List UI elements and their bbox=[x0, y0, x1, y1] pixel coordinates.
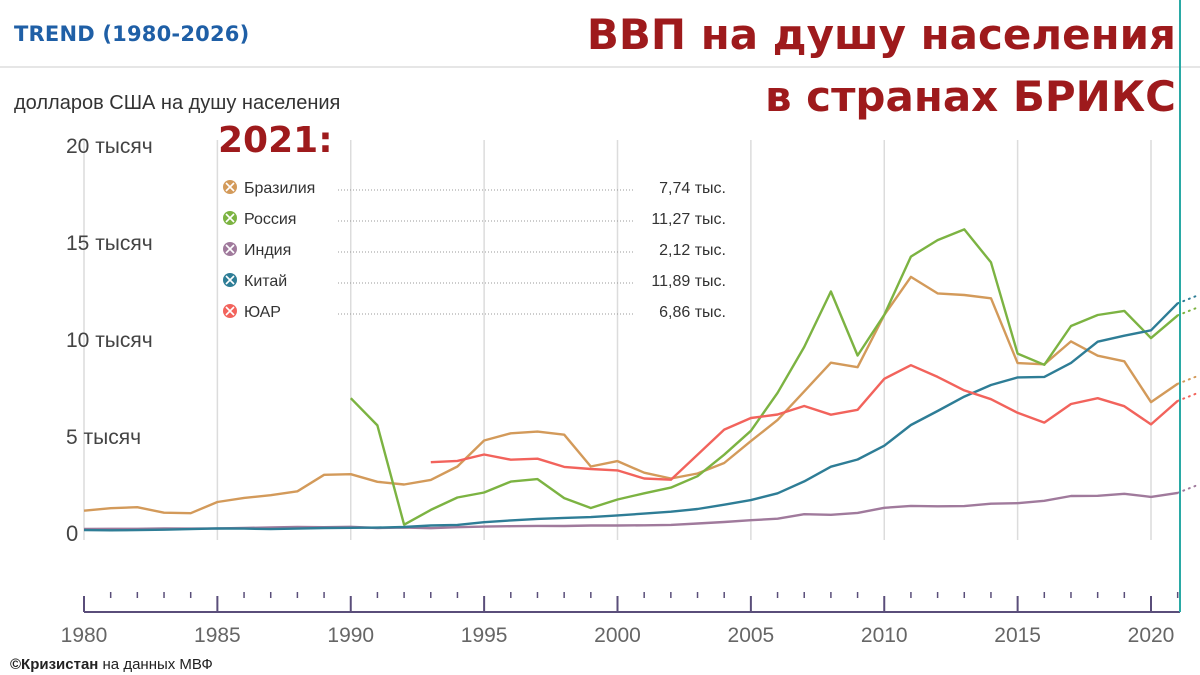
legend-series-name: Индия bbox=[244, 242, 291, 259]
legend-value: 7,74 тыс. bbox=[659, 180, 726, 197]
y-tick-label: 10 тысяч bbox=[66, 329, 153, 352]
legend-item: ЮАР 6,86 тыс. bbox=[223, 304, 726, 321]
legend-value: 11,27 тыс. bbox=[651, 211, 726, 228]
header-divider bbox=[0, 66, 1200, 68]
series-lines bbox=[83, 228, 1199, 532]
title-line-1: ВВП на душу населения bbox=[586, 10, 1176, 59]
legend-series-name: Бразилия bbox=[244, 180, 315, 197]
legend-series-name: Россия bbox=[244, 211, 296, 228]
legend-marker-cross bbox=[225, 306, 235, 316]
source-note: ©Кризистан на данных МВФ bbox=[10, 656, 213, 673]
x-tick-label: 2015 bbox=[994, 624, 1041, 647]
title-line-2: в странах БРИКС bbox=[764, 72, 1176, 121]
series-line bbox=[83, 302, 1179, 532]
legend-marker-cross bbox=[225, 213, 235, 223]
x-tick-label: 1985 bbox=[194, 624, 241, 647]
legend-item: Китай 11,89 тыс. bbox=[223, 273, 726, 290]
legend-item: Россия 11,27 тыс. bbox=[223, 211, 726, 228]
x-tick-label: 2020 bbox=[1128, 624, 1175, 647]
projection-dots bbox=[1176, 306, 1199, 317]
series-line bbox=[83, 275, 1179, 515]
x-axis: 1980 1985 1990 1995 2000 2005 2010 2015 2020 bbox=[61, 592, 1180, 647]
y-tick-label: 5 тысяч bbox=[66, 426, 141, 449]
y-tick-label: 0 bbox=[66, 521, 78, 546]
x-tick-label: 1995 bbox=[461, 624, 508, 647]
projection-dots bbox=[1176, 483, 1199, 494]
legend-marker-cross bbox=[225, 244, 235, 254]
legend-series-name: ЮАР bbox=[244, 304, 281, 321]
chart-title: ВВП на душу населения в странах БРИКС bbox=[587, 4, 1176, 128]
series-line bbox=[83, 491, 1178, 531]
x-tick-label: 2000 bbox=[594, 624, 641, 647]
y-tick-label: 20 тысяч bbox=[66, 135, 153, 158]
source-brand: ©Кризистан bbox=[10, 656, 99, 673]
x-tick-label: 2010 bbox=[861, 624, 908, 647]
series-line bbox=[349, 228, 1179, 526]
projection-dots bbox=[1176, 294, 1199, 305]
x-tick-label: 1990 bbox=[327, 624, 374, 647]
projection-dots bbox=[1176, 374, 1199, 385]
legend-marker-cross bbox=[225, 275, 235, 285]
legend: Бразилия 7,74 тыс. Россия 11,27 тыс. Индия 2,… bbox=[223, 180, 726, 321]
source-text: на данных МВФ bbox=[98, 656, 213, 673]
legend-series-name: Китай bbox=[244, 273, 287, 290]
grid bbox=[83, 140, 1152, 540]
legend-year-label: 2021: bbox=[218, 120, 333, 161]
legend-value: 6,86 тыс. bbox=[659, 304, 726, 321]
y-axis: 0 5 тысяч 10 тысяч 15 тысяч 20 тысяч bbox=[66, 135, 153, 546]
trend-heading: TREND (1980-2026) bbox=[14, 22, 250, 46]
legend-value: 2,12 тыс. bbox=[659, 242, 726, 259]
legend-item: Индия 2,12 тыс. bbox=[223, 242, 726, 259]
x-tick-label: 2005 bbox=[728, 624, 775, 647]
x-tick-label: 1980 bbox=[61, 624, 108, 647]
projection-dots bbox=[1176, 391, 1199, 402]
y-unit-label: долларов США на душу населения bbox=[14, 92, 341, 114]
series-line bbox=[430, 364, 1179, 481]
legend-item: Бразилия 7,74 тыс. bbox=[223, 180, 726, 197]
y-tick-label: 15 тысяч bbox=[66, 232, 153, 255]
legend-marker-cross bbox=[225, 182, 235, 192]
legend-value: 11,89 тыс. bbox=[651, 273, 726, 290]
